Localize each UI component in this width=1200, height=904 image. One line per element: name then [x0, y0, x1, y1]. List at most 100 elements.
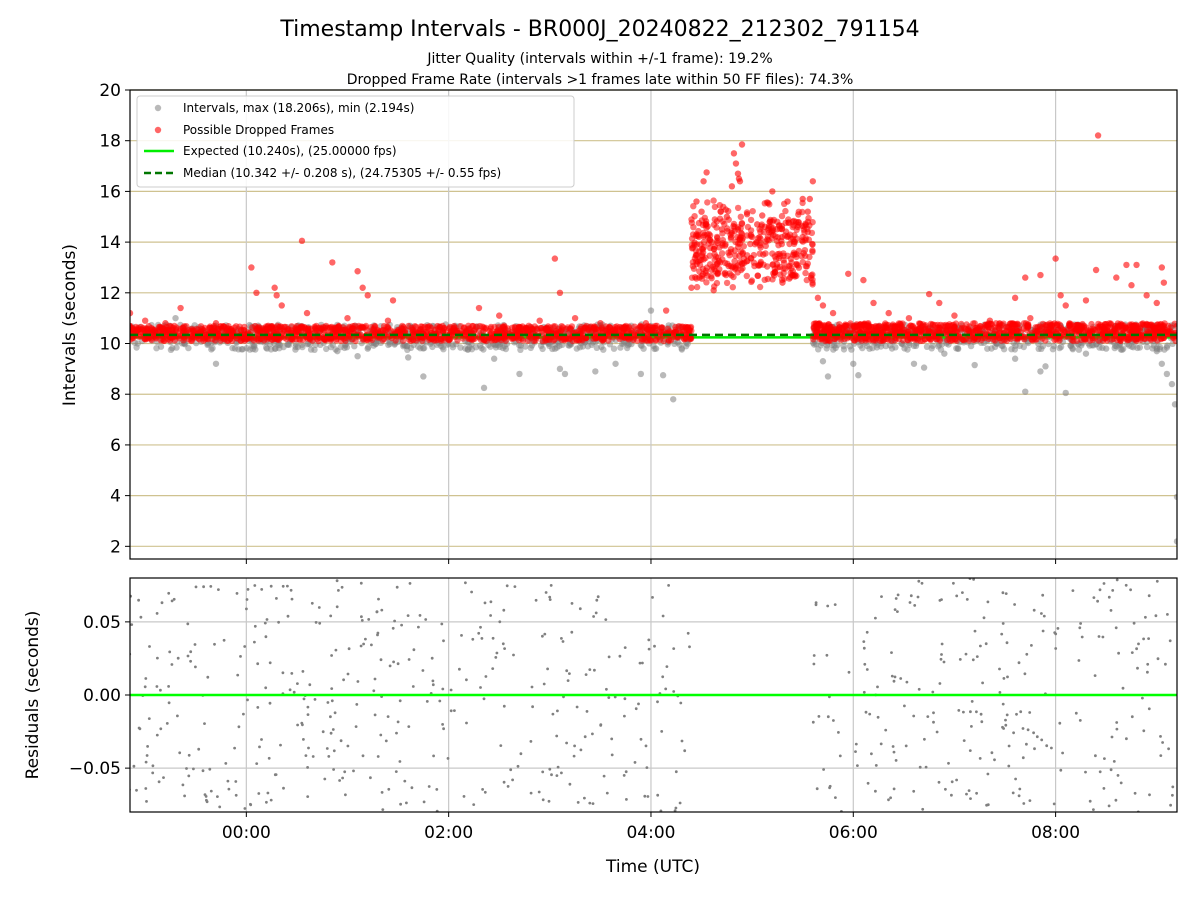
dropped-frame-point: [774, 264, 780, 270]
residual-point: [1103, 582, 1106, 585]
residual-point: [645, 745, 648, 748]
residual-point: [18, 691, 21, 694]
residual-point: [440, 623, 443, 626]
residual-point: [530, 740, 533, 743]
residual-point: [625, 798, 628, 801]
residual-point: [15, 726, 18, 729]
residual-point: [1043, 615, 1046, 618]
dropped-frame-point: [304, 310, 310, 316]
dropped-frame-point: [1088, 321, 1094, 327]
residual-point: [18, 708, 21, 711]
residual-point: [675, 807, 678, 810]
dropped-frame-point: [951, 312, 957, 318]
residual-point: [987, 601, 990, 604]
dropped-frame-point: [726, 252, 732, 258]
residual-point: [5, 644, 8, 647]
residual-point: [17, 667, 20, 670]
interval-point: [32, 324, 38, 330]
residual-point: [18, 677, 21, 680]
residual-point: [5, 726, 8, 729]
residual-point: [6, 680, 9, 683]
residual-point: [5, 720, 8, 723]
residual-point: [1013, 603, 1016, 606]
dropped-frame-point: [93, 333, 99, 339]
residual-point: [10, 694, 13, 697]
residual-point: [333, 749, 336, 752]
dropped-frame-point: [771, 217, 777, 223]
interval-point: [41, 333, 47, 339]
interval-point: [1012, 356, 1018, 362]
residual-point: [1079, 719, 1082, 722]
dropped-frame-point: [800, 196, 806, 202]
residual-point: [8, 588, 11, 591]
residual-point: [4, 662, 7, 665]
interval-point: [491, 356, 497, 362]
interval-point: [1128, 343, 1134, 349]
dropped-frame-point: [1133, 322, 1139, 328]
interval-point: [82, 342, 88, 348]
residual-point: [110, 681, 113, 684]
dropped-frame-point: [79, 326, 85, 332]
interval-point: [172, 315, 178, 321]
residual-point: [490, 600, 493, 603]
residual-point: [1099, 770, 1102, 773]
interval-point: [51, 341, 57, 347]
dropped-frame-point: [92, 336, 98, 342]
dropped-frame-point: [1161, 279, 1167, 285]
residual-point: [3, 678, 6, 681]
residual-point: [318, 606, 321, 609]
residual-point: [940, 658, 943, 661]
interval-point: [811, 341, 817, 347]
residual-point: [223, 639, 226, 642]
interval-point: [39, 330, 45, 336]
interval-point: [49, 330, 55, 336]
residual-point: [5, 670, 8, 673]
residual-point: [372, 689, 375, 692]
dropped-frame-point: [536, 317, 542, 323]
dropped-frame-point: [801, 229, 807, 235]
residual-point: [968, 789, 971, 792]
residual-point: [541, 635, 544, 638]
dropped-frame-point: [1073, 326, 1079, 332]
residual-point: [9, 647, 12, 650]
interval-point: [41, 348, 47, 354]
dropped-frame-point: [716, 266, 722, 272]
interval-point: [52, 341, 58, 347]
dropped-frame-point: [476, 305, 482, 311]
residual-point: [895, 759, 898, 762]
dropped-frame-point: [248, 264, 254, 270]
residual-point: [3, 661, 6, 664]
residual-point: [407, 614, 410, 617]
residual-point: [10, 709, 13, 712]
residual-point: [941, 643, 944, 646]
dropped-frame-point: [926, 291, 932, 297]
residual-point: [895, 597, 898, 600]
residual-point: [1141, 697, 1144, 700]
residual-point: [1018, 794, 1021, 797]
dropped-frame-point: [121, 330, 127, 336]
residual-point: [604, 618, 607, 621]
dropped-frame-point: [85, 335, 91, 341]
residual-point: [151, 772, 154, 775]
dropped-frame-point: [123, 326, 129, 332]
dropped-frame-point: [643, 320, 649, 326]
dropped-frame-point: [786, 275, 792, 281]
residual-point: [245, 608, 248, 611]
dropped-frame-point: [936, 300, 942, 306]
residual-point: [517, 765, 520, 768]
residual-point: [239, 655, 242, 658]
dropped-frame-point: [385, 334, 391, 340]
residual-point: [166, 722, 169, 725]
residual-point: [217, 588, 220, 591]
dropped-frame-point: [1083, 297, 1089, 303]
dropped-frame-point: [830, 310, 836, 316]
residual-point: [4, 653, 7, 656]
dropped-frame-point: [523, 325, 529, 331]
residual-point: [499, 744, 502, 747]
residual-point: [1036, 735, 1039, 738]
residual-point: [167, 592, 170, 595]
interval-point: [892, 344, 898, 350]
residual-point: [282, 787, 285, 790]
dropped-frame-point: [708, 239, 714, 245]
residual-point: [624, 646, 627, 649]
